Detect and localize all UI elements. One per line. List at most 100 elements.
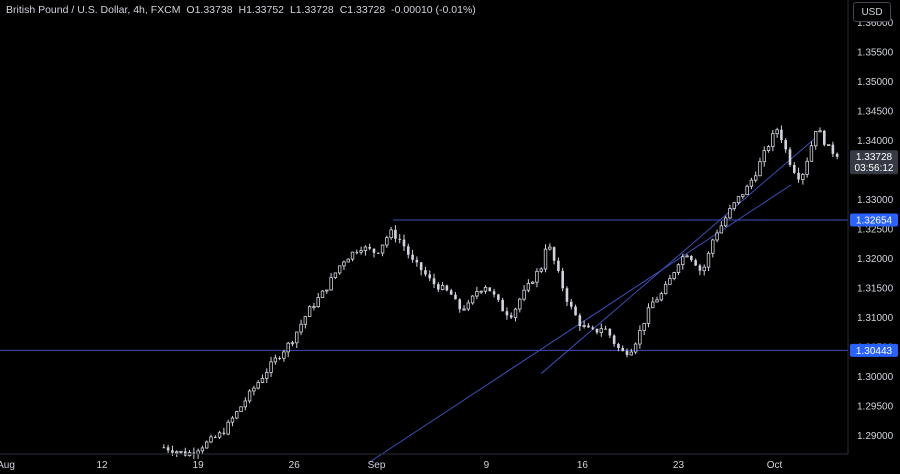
y-tick-label: 1.31500	[857, 284, 894, 295]
candle-body	[758, 161, 762, 177]
candle-body	[260, 377, 265, 383]
candle-body	[501, 299, 504, 312]
candle-body	[655, 299, 659, 303]
y-tick-label: 1.33000	[857, 195, 894, 206]
candle-body	[368, 247, 371, 249]
high-label: H	[238, 4, 247, 16]
candle-body	[329, 277, 333, 291]
candle-body	[681, 256, 685, 266]
candle-body	[685, 255, 689, 258]
last-price-tag-text: 1.33728	[856, 152, 893, 163]
candle-body	[196, 450, 200, 455]
candle-body	[646, 307, 651, 324]
candle-body	[380, 244, 385, 254]
candle-body	[376, 252, 380, 254]
candle-body	[801, 173, 805, 180]
last-price-tag-bg	[850, 150, 898, 175]
candle-body	[612, 335, 616, 344]
y-tick-label: 1.36000	[857, 18, 894, 29]
close-value: 1.33728	[347, 4, 386, 16]
candle-body	[604, 328, 607, 330]
candle-body	[574, 306, 577, 316]
candle-body	[539, 268, 543, 272]
candle-body	[706, 252, 711, 268]
candle-body	[535, 270, 539, 283]
y-tick-label: 1.32500	[857, 225, 894, 236]
candle-body	[561, 270, 564, 289]
candle-body	[174, 451, 179, 454]
x-tick-label: Sep	[368, 460, 386, 471]
candle-body	[569, 301, 573, 307]
candle-body	[385, 237, 389, 246]
y-tick-label: 1.35000	[857, 77, 894, 88]
candle-body	[552, 247, 556, 261]
candle-body	[269, 361, 273, 373]
candle-body	[389, 229, 393, 239]
open-value: 1.33738	[194, 4, 233, 16]
support-price-tag-bg	[850, 343, 898, 357]
candle-body	[741, 194, 745, 197]
resistance-price-tag-text: 1.32654	[856, 216, 893, 227]
candle-body	[411, 254, 414, 260]
candle-body	[775, 129, 779, 135]
resistance-price-tag: 1.32654	[850, 213, 898, 227]
candle-body	[372, 248, 376, 253]
candle-body	[247, 390, 252, 402]
candle-body	[419, 262, 423, 271]
candle-body	[625, 351, 629, 355]
candle-body	[548, 246, 552, 250]
candle-body	[350, 251, 355, 260]
candle-body	[814, 131, 818, 147]
candle-body	[342, 261, 346, 267]
candle-body	[475, 291, 479, 297]
candle-body	[633, 343, 638, 353]
candle-body	[239, 406, 243, 412]
open-label: O	[186, 4, 195, 16]
candle-body	[745, 185, 749, 196]
candle-body	[230, 417, 235, 423]
candle-body	[749, 179, 754, 187]
candle-body	[363, 246, 368, 252]
candle-body	[355, 252, 359, 254]
candle-body	[183, 451, 187, 456]
candle-body	[359, 250, 363, 253]
support-price-tag-text: 1.30443	[856, 346, 893, 357]
candle-body	[698, 265, 702, 271]
candle-body	[303, 316, 308, 325]
candle-body	[805, 160, 809, 175]
x-tick-label: 9	[484, 460, 490, 471]
candle-body	[835, 153, 839, 157]
candle-body	[394, 229, 397, 239]
candle-body	[226, 421, 230, 435]
candle-body	[179, 450, 183, 453]
candle-body	[286, 342, 290, 353]
candle-body	[333, 272, 338, 279]
candle-body	[295, 331, 299, 344]
candle-body	[659, 293, 664, 301]
candle-body	[668, 278, 672, 285]
currency-button[interactable]: USD	[853, 2, 891, 22]
low-value: 1.33728	[295, 4, 334, 16]
candle-body	[797, 172, 800, 180]
candle-body	[466, 302, 471, 310]
candle-body	[762, 150, 766, 163]
candle-body	[823, 130, 826, 145]
symbol-legend: British Pound / U.S. Dollar, 4h, FXCM O1…	[6, 4, 479, 16]
candle-body	[690, 255, 693, 261]
candle-body	[440, 285, 445, 290]
change-value: -0.00010 (-0.01%)	[391, 4, 476, 16]
candle-body	[818, 130, 822, 133]
candle-body	[273, 357, 278, 363]
y-tick-label: 1.29000	[857, 431, 894, 442]
candle-body	[522, 289, 526, 300]
candle-body	[676, 264, 681, 273]
candle-body	[518, 298, 522, 310]
y-tick-label: 1.34500	[857, 107, 894, 118]
y-tick-label: 1.35500	[857, 48, 894, 59]
candle-body	[766, 146, 771, 152]
candle-body	[771, 133, 775, 148]
x-tick-label: Aug	[0, 460, 15, 471]
candle-body	[454, 294, 457, 300]
